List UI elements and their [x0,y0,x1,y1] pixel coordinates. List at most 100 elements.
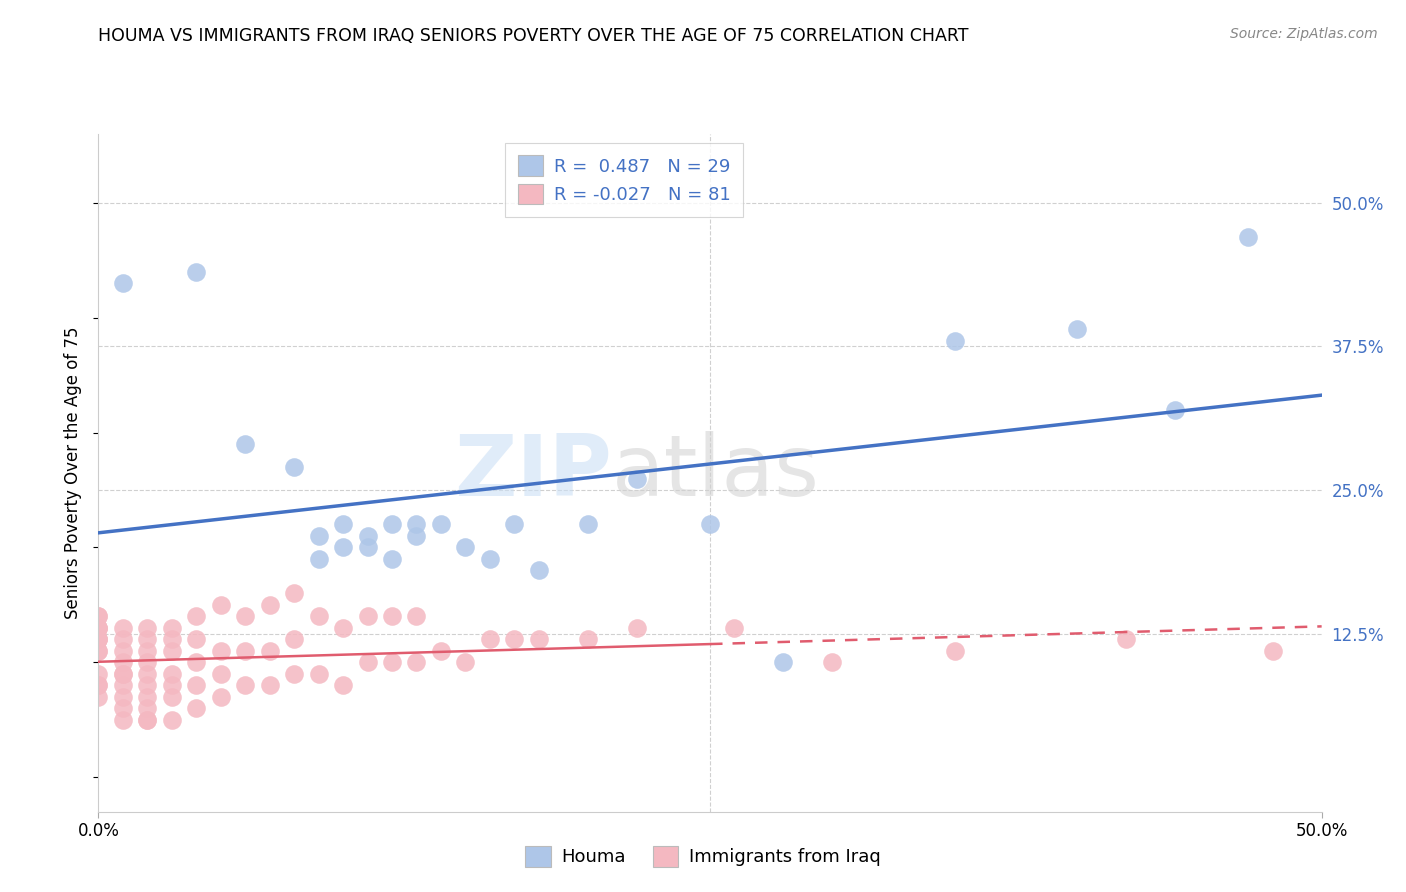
Legend: R =  0.487   N = 29, R = -0.027   N = 81: R = 0.487 N = 29, R = -0.027 N = 81 [505,143,744,217]
Point [233,644,256,658]
Point [186,609,208,624]
Legend: Houma, Immigrants from Iraq: Houma, Immigrants from Iraq [517,838,889,874]
Point [259,678,281,692]
Point [111,644,134,658]
Point [1115,632,1137,647]
Point [233,678,256,692]
Point [405,517,427,532]
Point [381,656,404,670]
Point [283,632,305,647]
Point [283,460,305,475]
Point [1237,230,1260,244]
Point [111,656,134,670]
Point [136,632,159,647]
Point [186,265,208,279]
Point [356,656,378,670]
Point [111,713,134,727]
Point [527,632,550,647]
Point [87,621,110,635]
Point [136,656,159,670]
Point [356,541,378,555]
Point [478,552,501,566]
Point [332,517,354,532]
Point [87,632,110,647]
Point [821,656,844,670]
Point [332,678,354,692]
Point [136,713,159,727]
Point [136,621,159,635]
Point [160,621,183,635]
Point [1261,644,1284,658]
Point [87,632,110,647]
Point [283,666,305,681]
Y-axis label: Seniors Poverty Over the Age of 75: Seniors Poverty Over the Age of 75 [65,326,83,619]
Point [283,586,305,600]
Point [160,678,183,692]
Point [943,644,966,658]
Point [87,644,110,658]
Point [259,644,281,658]
Point [136,713,159,727]
Point [186,701,208,715]
Point [111,632,134,647]
Point [160,666,183,681]
Point [478,632,501,647]
Point [308,552,330,566]
Point [430,517,453,532]
Point [626,621,648,635]
Text: Source: ZipAtlas.com: Source: ZipAtlas.com [1230,27,1378,41]
Point [87,609,110,624]
Point [527,563,550,577]
Point [111,666,134,681]
Point [111,678,134,692]
Text: ZIP: ZIP [454,431,612,515]
Point [430,644,453,658]
Point [381,552,404,566]
Point [87,621,110,635]
Point [1066,322,1088,336]
Point [576,632,599,647]
Point [308,529,330,543]
Point [136,690,159,704]
Point [405,529,427,543]
Point [87,690,110,704]
Point [160,644,183,658]
Point [772,656,794,670]
Point [186,656,208,670]
Point [111,690,134,704]
Point [209,598,232,612]
Point [356,529,378,543]
Point [87,644,110,658]
Point [136,644,159,658]
Point [576,517,599,532]
Point [1164,402,1187,417]
Point [503,517,526,532]
Text: HOUMA VS IMMIGRANTS FROM IRAQ SENIORS POVERTY OVER THE AGE OF 75 CORRELATION CHA: HOUMA VS IMMIGRANTS FROM IRAQ SENIORS PO… [98,27,969,45]
Point [111,276,134,290]
Point [160,690,183,704]
Point [454,541,477,555]
Point [136,701,159,715]
Point [87,666,110,681]
Point [943,334,966,348]
Point [209,666,232,681]
Point [405,609,427,624]
Point [723,621,745,635]
Point [136,678,159,692]
Point [87,632,110,647]
Point [186,632,208,647]
Point [699,517,721,532]
Point [87,678,110,692]
Point [209,690,232,704]
Point [308,609,330,624]
Point [233,609,256,624]
Point [259,598,281,612]
Text: atlas: atlas [612,431,820,515]
Point [381,609,404,624]
Point [160,632,183,647]
Point [332,621,354,635]
Point [111,701,134,715]
Point [87,621,110,635]
Point [381,517,404,532]
Point [160,713,183,727]
